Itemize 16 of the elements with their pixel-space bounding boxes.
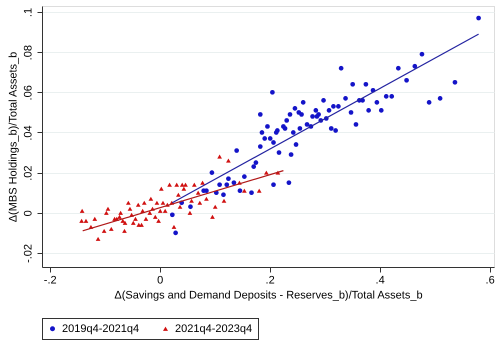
x-tick-label: .2 bbox=[266, 274, 275, 286]
x-tick-label: .6 bbox=[486, 274, 495, 286]
y-tick-label: 0 bbox=[22, 210, 34, 216]
legend-label: 2019q4-2021q4 bbox=[62, 322, 140, 335]
x-axis-title: Δ(Savings and Demand Deposits - Reserves_b)/Total Assets_b bbox=[114, 290, 423, 302]
x-tick-label: -.2 bbox=[44, 274, 57, 286]
legend-label: 2021q4-2023q4 bbox=[175, 322, 252, 335]
y-axis-title: Δ(MBS Holdings_b)/Total Assets_b bbox=[8, 52, 20, 222]
y-tick-label: .02 bbox=[22, 165, 34, 181]
x-tick-label: 0 bbox=[157, 274, 164, 286]
x-tick-label: .4 bbox=[376, 274, 385, 286]
y-tick-label: .08 bbox=[22, 45, 34, 60]
y-tick-label: .1 bbox=[22, 8, 34, 18]
y-tick-label: .06 bbox=[22, 85, 34, 100]
y-tick-label: -.02 bbox=[22, 244, 34, 263]
y-tick-label: .04 bbox=[22, 125, 34, 141]
